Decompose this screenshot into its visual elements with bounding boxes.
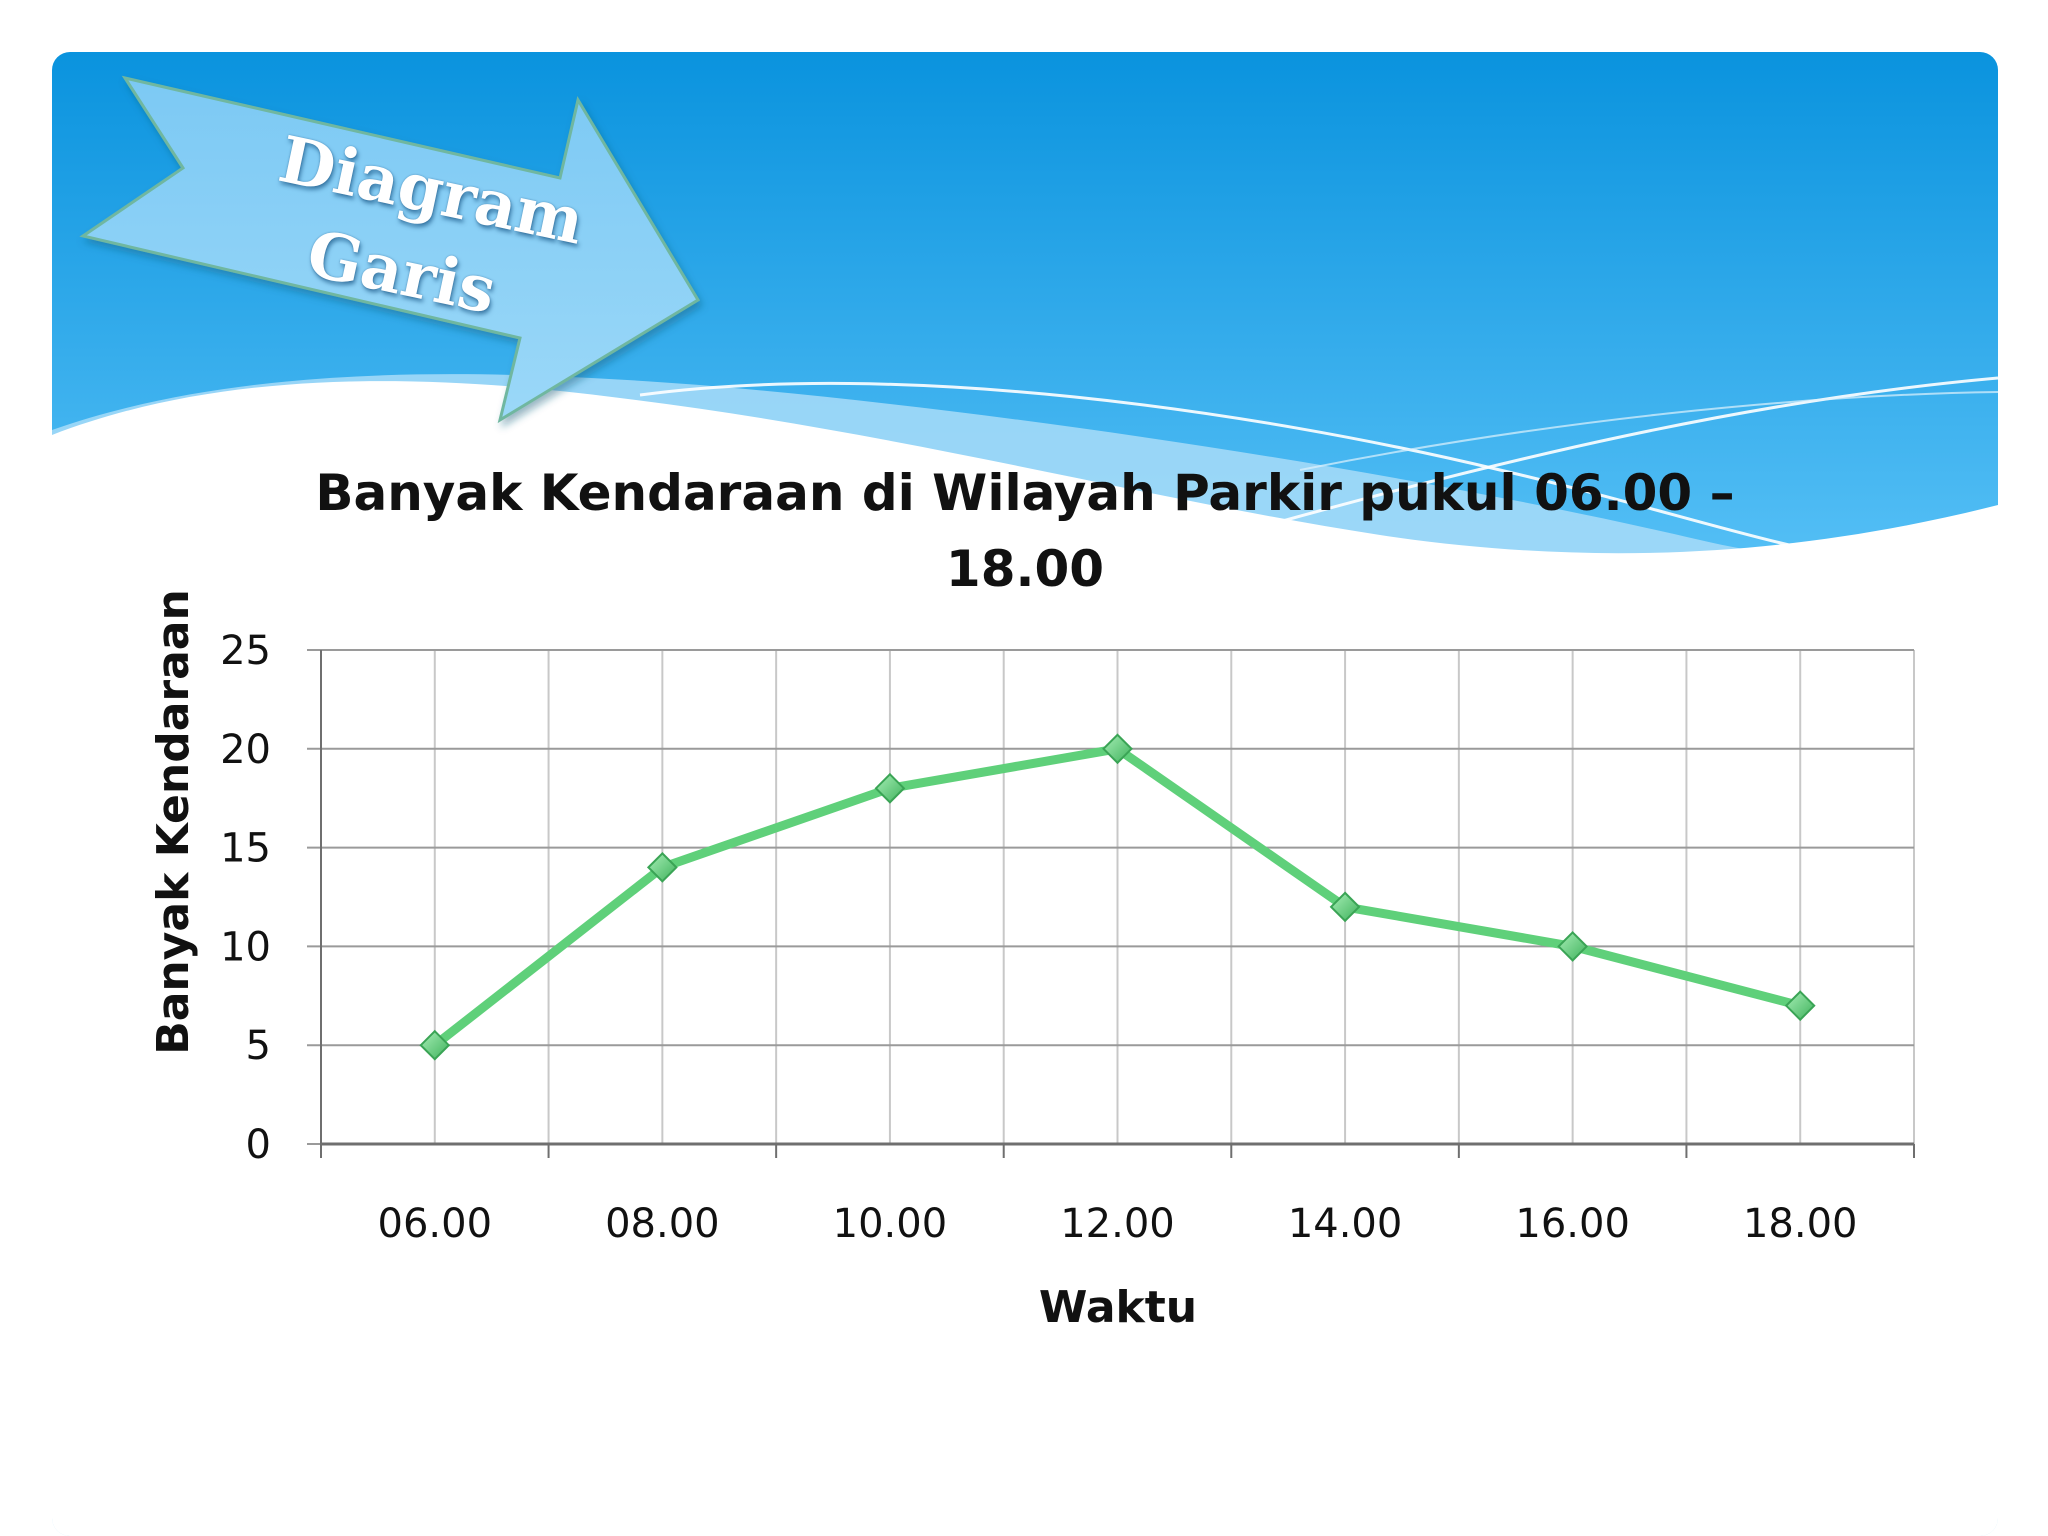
- y-tick-label: 25: [220, 628, 271, 674]
- y-tick-label: 20: [220, 727, 271, 773]
- y-tick-label: 10: [220, 924, 271, 970]
- y-tick-label: 0: [246, 1122, 271, 1168]
- x-tick-label: 10.00: [833, 1201, 948, 1247]
- x-tick-label: 14.00: [1288, 1201, 1403, 1247]
- axes: [320, 650, 1915, 1158]
- data-point-marker: [646, 851, 678, 883]
- y-tick-label: 5: [246, 1023, 271, 1069]
- x-tick-label: 08.00: [605, 1201, 720, 1247]
- wave-line-2: [1249, 376, 1998, 532]
- x-tick-label: 16.00: [1515, 1201, 1630, 1247]
- wave-line-1: [639, 381, 1861, 562]
- x-tick-label: 06.00: [378, 1201, 493, 1247]
- arrow-banner: [79, 75, 701, 424]
- data-point-marker: [1102, 733, 1133, 765]
- wave-line-3: [1299, 391, 1998, 471]
- chart-title: Banyak Kendaraan di Wilayah Parkir pukul…: [315, 464, 1735, 598]
- series: [419, 733, 1816, 1061]
- data-point-marker: [1557, 930, 1589, 962]
- x-tick-label: 12.00: [1060, 1201, 1175, 1247]
- x-axis-title: Waktu: [1039, 1282, 1197, 1333]
- data-point-marker: [874, 772, 906, 804]
- grid: [307, 649, 1915, 1145]
- wave-white: [52, 381, 1998, 1536]
- data-point-marker: [1329, 891, 1361, 923]
- x-tick-label: 18.00: [1743, 1201, 1858, 1247]
- tick-labels: 0 5 10 15 20 25 06.00 08.00 10.00 12.00 14.00 16.00…: [220, 628, 1857, 1247]
- data-point-marker: [419, 1029, 451, 1061]
- y-axis-title: Banyak Kendaraan: [148, 589, 199, 1055]
- y-tick-label: 15: [220, 826, 271, 872]
- data-point-marker: [1784, 990, 1816, 1022]
